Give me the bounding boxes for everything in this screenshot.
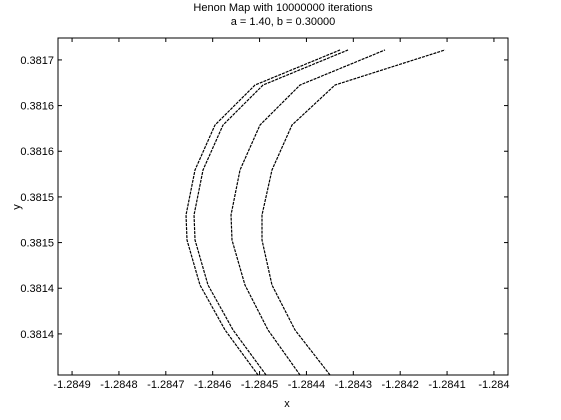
y-tick-label: 0.3815 xyxy=(20,192,54,204)
x-tick-label: -1.2843 xyxy=(335,379,372,391)
y-tick-label: 0.3815 xyxy=(20,238,54,250)
x-tick-label: -1.2847 xyxy=(147,379,184,391)
attractor-curve xyxy=(261,49,446,375)
x-tick-label: -1.2841 xyxy=(428,379,465,391)
y-tick-label: 0.3816 xyxy=(20,146,54,158)
x-tick-label: -1.2844 xyxy=(288,379,325,391)
x-tick-label: -1.2845 xyxy=(241,379,278,391)
attractor-curve xyxy=(185,49,341,375)
y-tick-label: 0.3816 xyxy=(20,101,54,113)
y-tick-label: 0.3817 xyxy=(20,55,54,67)
plot-area xyxy=(185,49,446,375)
x-tick-label: -1.2846 xyxy=(194,379,231,391)
x-tick-label: -1.284 xyxy=(478,379,509,391)
attractor-curve xyxy=(230,49,386,375)
x-axis-label: x xyxy=(284,398,290,410)
x-tick-label: -1.2849 xyxy=(53,379,90,391)
plot-frame xyxy=(57,37,509,376)
y-tick-label: 0.3814 xyxy=(20,283,54,295)
attractor-curve xyxy=(193,49,349,375)
y-axis-label: y xyxy=(11,204,23,210)
x-tick-label: -1.2842 xyxy=(382,379,419,391)
x-tick-label: -1.2848 xyxy=(100,379,137,391)
chart-subtitle: a = 1.40, b = 0.30000 xyxy=(231,16,336,28)
y-tick-label: 0.3814 xyxy=(20,329,54,341)
chart-title: Henon Map with 10000000 iterations xyxy=(193,2,373,14)
